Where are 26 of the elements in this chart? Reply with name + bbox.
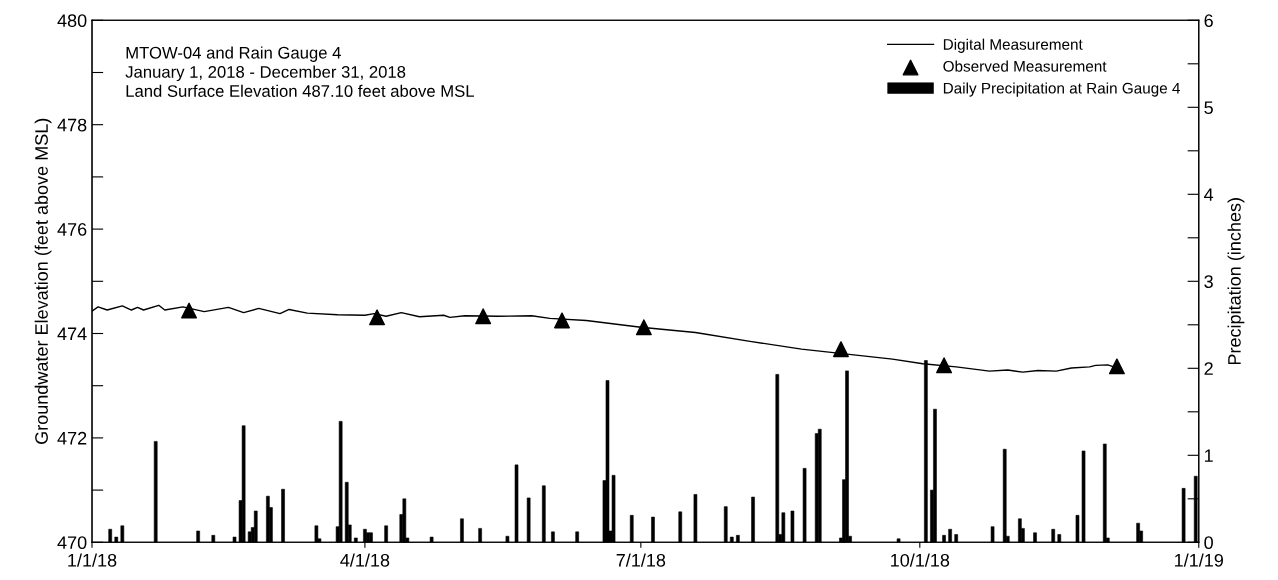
y-tick-label: 478 bbox=[57, 118, 87, 132]
y2-tick-label: 3 bbox=[1204, 275, 1213, 289]
legend-label: Daily Precipitation at Rain Gauge 4 bbox=[943, 82, 1180, 97]
y2-tick-label: 0 bbox=[1204, 536, 1213, 550]
y-tick-label: 480 bbox=[57, 14, 87, 28]
x-tick-label: 7/1/18 bbox=[616, 553, 666, 567]
x-tick-label: 10/1/18 bbox=[891, 553, 950, 567]
legend-label: Digital Measurement bbox=[943, 38, 1083, 53]
x-tick-label: 1/1/19 bbox=[1175, 553, 1224, 567]
y-tick-label: 474 bbox=[57, 327, 87, 341]
y2-tick-label: 4 bbox=[1204, 188, 1214, 201]
y2-tick-label: 5 bbox=[1204, 101, 1213, 115]
y2-tick-label: 1 bbox=[1205, 449, 1213, 462]
y-tick-label: 472 bbox=[57, 431, 87, 445]
annotation: MTOW-04 and Rain Gauge 4 bbox=[126, 46, 341, 62]
y2-tick-label: 2 bbox=[1204, 362, 1213, 375]
y2-axis-title: Precipitation (inches) bbox=[1227, 198, 1245, 365]
x-tick-label: 1/1/18 bbox=[68, 553, 117, 567]
annotation: Land Surface Elevation 487.10 feet above MSL bbox=[126, 84, 474, 97]
x-tick-label: 4/1/18 bbox=[340, 553, 390, 567]
legend-label: Observed Measurement bbox=[943, 60, 1107, 72]
y-tick-label: 470 bbox=[57, 536, 87, 550]
y-axis-title: Groundwater Elevation (feet above MSL) bbox=[34, 118, 52, 444]
y-tick-label: 476 bbox=[57, 223, 87, 236]
y2-tick-label: 6 bbox=[1204, 14, 1213, 28]
annotation: January 1, 2018 - December 31, 2018 bbox=[125, 65, 406, 82]
